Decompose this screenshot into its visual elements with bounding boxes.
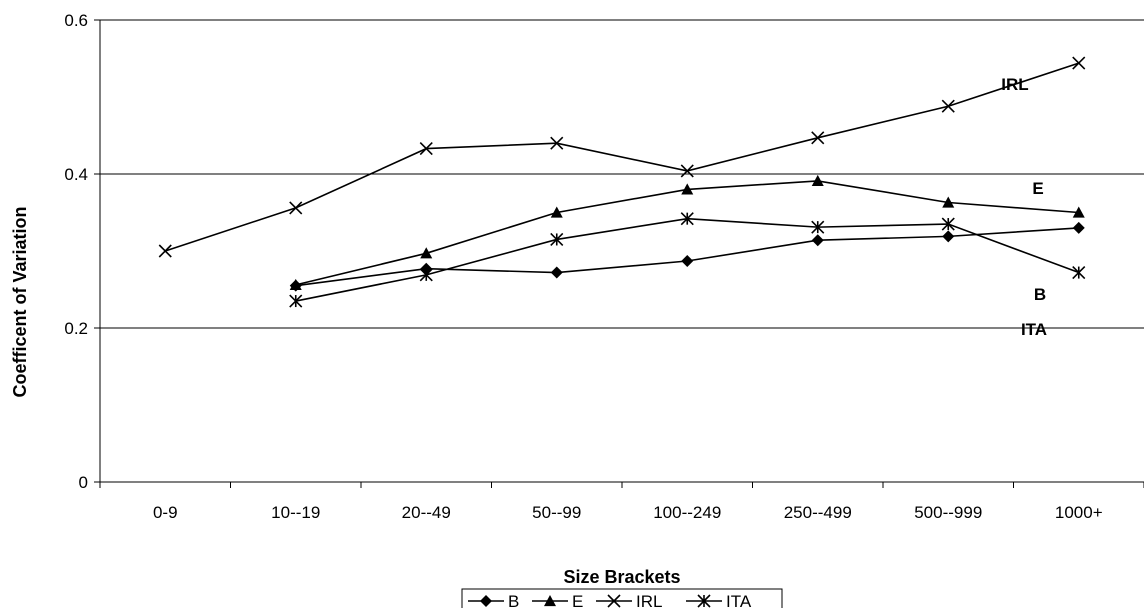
data-point-ita: [289, 294, 303, 308]
axes: [99, 20, 1144, 483]
data-point-irl: [550, 136, 564, 150]
data-point-ita: [811, 220, 825, 234]
legend-item-b: B: [468, 592, 519, 608]
legend-marker-b: [480, 595, 492, 607]
data-point-b: [550, 266, 563, 279]
x-axis-ticks: 0-9 10--19 20--49 50--99 100--249 250--499 500…: [99, 482, 1144, 522]
y-axis-title: Coefficent of Variation: [10, 206, 30, 397]
data-point-e: [289, 278, 302, 290]
series-irl: [158, 56, 1086, 258]
data-point-irl: [680, 164, 694, 178]
data-point-irl: [811, 131, 825, 145]
data-point-e: [420, 247, 433, 259]
legend-marker-ita: [697, 594, 711, 608]
annotation-b: B: [1034, 285, 1046, 304]
x-tick-label: 500--999: [914, 503, 982, 522]
data-point-ita: [680, 212, 694, 226]
data-point-e: [681, 183, 694, 195]
y-tick-label: 0: [79, 473, 88, 492]
legend-item-irl: IRL: [596, 592, 662, 608]
legend-label-b: B: [508, 592, 519, 608]
data-point-e: [942, 196, 955, 208]
annotation-ita: ITA: [1021, 320, 1047, 339]
legend-label-ita: ITA: [726, 592, 752, 608]
data-point-e: [550, 206, 563, 218]
x-axis-title: Size Brackets: [563, 567, 680, 587]
legend-marker-e: [544, 595, 556, 607]
data-point-irl: [419, 142, 433, 156]
y-axis-ticks: 0 0.2 0.4 0.6: [64, 11, 100, 492]
x-tick-label: 1000+: [1055, 503, 1103, 522]
legend-item-ita: ITA: [686, 592, 752, 608]
data-point-b: [942, 230, 955, 243]
data-point-irl: [1072, 56, 1086, 70]
annotation-irl: IRL: [1001, 75, 1028, 94]
y-tick-label: 0.4: [64, 165, 88, 184]
data-point-e: [1072, 206, 1085, 218]
x-tick-label: 50--99: [532, 503, 581, 522]
y-tick-label: 0.6: [64, 11, 88, 30]
data-point-b: [811, 234, 824, 247]
legend-label-irl: IRL: [636, 592, 662, 608]
x-tick-label: 20--49: [402, 503, 451, 522]
data-point-irl: [158, 244, 172, 258]
data-point-ita: [550, 232, 564, 247]
legend: B E IRL ITA: [461, 588, 783, 608]
grid-lines: [100, 19, 1144, 329]
annotation-e: E: [1032, 179, 1043, 198]
legend-item-e: E: [532, 592, 583, 608]
x-tick-label: 250--499: [784, 503, 852, 522]
x-tick-label: 100--249: [653, 503, 721, 522]
series-annotations: IRL E B ITA: [1001, 75, 1047, 339]
data-point-irl: [289, 201, 303, 215]
x-tick-label: 10--19: [271, 503, 320, 522]
series-line-e: [295, 180, 1079, 286]
data-point-irl: [941, 99, 955, 113]
series-ita: [289, 212, 1086, 308]
data-point-ita: [419, 268, 433, 282]
x-tick-label: 0-9: [153, 503, 178, 522]
legend-label-e: E: [572, 592, 583, 608]
data-point-b: [1072, 221, 1085, 234]
data-point-ita: [941, 217, 955, 231]
legend-marker-irl: [607, 594, 621, 608]
data-point-ita: [1072, 265, 1086, 280]
series-line-irl: [164, 62, 1080, 252]
y-tick-label: 0.2: [64, 319, 88, 338]
data-point-b: [681, 255, 694, 268]
series-e: [289, 174, 1085, 290]
data-point-e: [811, 174, 824, 187]
series-group: [158, 56, 1086, 308]
